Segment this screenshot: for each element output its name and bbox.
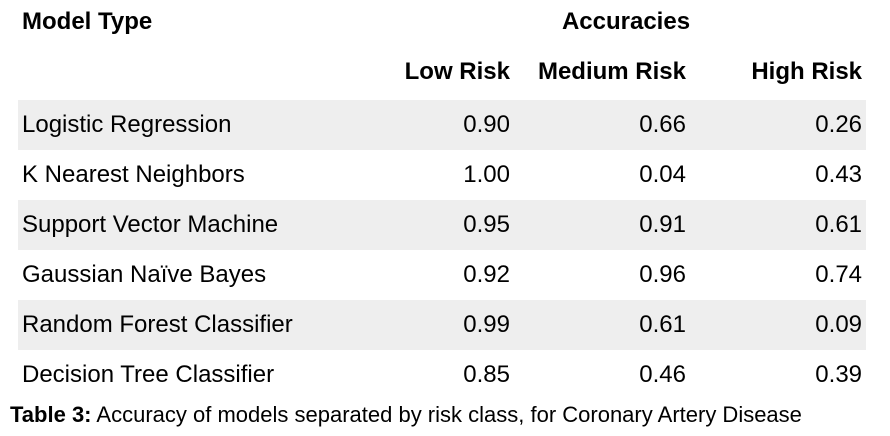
caption-label: Table 3: [10,402,92,427]
cell-high-risk: 0.74 [815,261,863,288]
cell-high-risk: 0.26 [815,111,863,138]
cell-high-risk: 0.61 [815,211,863,238]
header-medium-risk: Medium Risk [537,58,686,85]
cell-model: Decision Tree Classifier [22,361,275,388]
table-row: Support Vector Machine 0.95 0.91 0.61 [18,200,867,250]
cell-medium-risk: 0.66 [639,111,686,138]
cell-high-risk: 0.43 [815,161,863,188]
table-row: Decision Tree Classifier 0.85 0.46 0.39 [18,350,866,400]
cell-medium-risk: 0.46 [639,361,686,388]
header-blank [18,44,386,100]
cell-model: Gaussian Naïve Bayes [22,261,267,288]
table-row: K Nearest Neighbors 1.00 0.04 0.43 [18,150,866,200]
cell-model: Logistic Regression [22,111,232,138]
caption-text: Accuracy of models separated by risk cla… [91,402,802,427]
cell-medium-risk: 0.04 [639,161,686,188]
cell-model: Support Vector Machine [22,211,279,238]
table-row: Random Forest Classifier 0.99 0.61 0.09 [18,300,867,350]
cell-medium-risk: 0.91 [639,211,686,238]
cell-model: Random Forest Classifier [22,311,293,338]
cell-high-risk: 0.39 [815,361,863,388]
cell-model: K Nearest Neighbors [22,161,245,188]
table-caption: Table 3: Accuracy of models separated by… [10,402,802,428]
header-low-risk: Low Risk [404,58,510,85]
header-model-type: Model Type [22,8,153,35]
cell-low-risk: 0.99 [463,311,510,338]
table-row: Logistic Regression 0.90 0.66 0.26 [18,100,867,150]
header-row-columns: Low Risk Medium Risk High Risk [18,44,866,100]
header-row-top: Model Type Accuracies [18,0,866,44]
cell-low-risk: 0.85 [463,361,510,388]
accuracy-table: Model Type Accuracies Low Risk Medium Ri… [18,0,867,400]
cell-low-risk: 0.95 [463,211,510,238]
header-accuracies: Accuracies [561,8,691,35]
cell-low-risk: 0.92 [463,261,510,288]
table-row: Gaussian Naïve Bayes 0.92 0.96 0.74 [18,250,866,300]
cell-medium-risk: 0.61 [639,311,686,338]
cell-low-risk: 0.90 [463,111,510,138]
accuracy-table-container: Model Type Accuracies Low Risk Medium Ri… [18,0,867,400]
cell-high-risk: 0.09 [815,311,863,338]
cell-medium-risk: 0.96 [639,261,686,288]
header-high-risk: High Risk [751,58,863,85]
cell-low-risk: 1.00 [463,161,510,188]
